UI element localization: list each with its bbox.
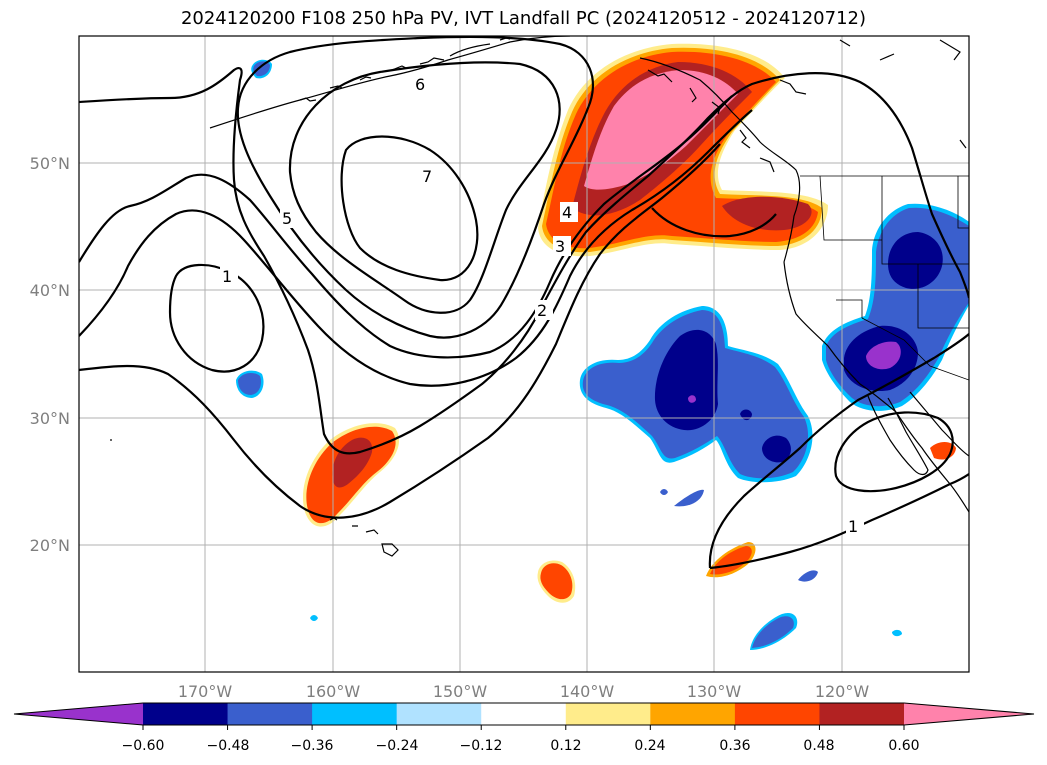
colorbar-tick-label: −0.36: [291, 738, 334, 754]
colorbar-tick-label: −0.60: [122, 738, 165, 754]
colorbar-tick-label: 0.48: [803, 738, 834, 754]
colorbar-segment: [227, 703, 313, 725]
lat-label: 40°N: [30, 281, 70, 300]
contour-label: 3: [555, 237, 565, 256]
pv-contours: [79, 36, 969, 570]
map-title: 2024120200 F108 250 hPa PV, IVT Landfall…: [180, 8, 867, 29]
colorbar-tick-label: −0.48: [207, 738, 250, 754]
contour-label: 1: [222, 267, 232, 286]
colorbar-extend-low: [14, 703, 143, 725]
contour-label: 6: [415, 75, 425, 94]
colorbar-extend-high: [904, 703, 1034, 725]
map-frame: [78, 35, 970, 673]
lat-label: 30°N: [30, 409, 70, 428]
colorbar-ticks: −0.60 −0.48 −0.36 −0.24 −0.12 0.12 0.24 …: [122, 725, 920, 754]
lon-label: 120°W: [815, 682, 870, 701]
colorbar: −0.60 −0.48 −0.36 −0.24 −0.12 0.12 0.24 …: [13, 702, 1035, 754]
borders: [800, 175, 969, 381]
colorbar-tick-label: −0.24: [376, 738, 419, 754]
contour-label: 5: [282, 209, 292, 228]
colorbar-segment: [396, 703, 482, 725]
contour-label-group: 6 7 5 1 4 3 2 1: [220, 74, 864, 536]
colorbar-segment: [565, 703, 651, 725]
lon-label: 130°W: [687, 682, 742, 701]
map-area: [79, 36, 969, 672]
lon-label: 170°W: [178, 682, 233, 701]
lon-label: 140°W: [560, 682, 615, 701]
graticule: [79, 36, 969, 672]
colorbar-tick-label: 0.12: [550, 738, 581, 754]
colorbar-segment: [143, 703, 229, 725]
longitude-labels: 170°W 160°W 150°W 140°W 130°W 120°W: [178, 682, 870, 701]
lat-label: 50°N: [30, 154, 70, 173]
colorbar-tick-label: −0.12: [460, 738, 503, 754]
contour-label: 7: [422, 167, 432, 186]
colorbar-tick-label: 0.36: [719, 738, 750, 754]
latitude-labels: 50°N 40°N 30°N 20°N: [30, 154, 70, 555]
contour-label: 4: [562, 203, 572, 222]
contour-label: 1: [848, 517, 858, 536]
map-content: 6 7 5 1 4 3 2 1: [79, 36, 969, 672]
colorbar-segment: [481, 703, 567, 725]
colorbar-segment: [312, 703, 398, 725]
colorbar-tick-label: 0.60: [888, 738, 919, 754]
lon-label: 160°W: [306, 682, 361, 701]
colorbar-segment: [819, 703, 905, 725]
negative-anomaly-fields: [236, 59, 969, 650]
contour-label: 2: [537, 301, 547, 320]
lon-label: 150°W: [433, 682, 488, 701]
colorbar-segment: [650, 703, 736, 725]
lat-label: 20°N: [30, 536, 70, 555]
colorbar-segment: [734, 703, 820, 725]
colorbar-segments: [143, 703, 905, 725]
colorbar-tick-label: 0.24: [634, 738, 665, 754]
